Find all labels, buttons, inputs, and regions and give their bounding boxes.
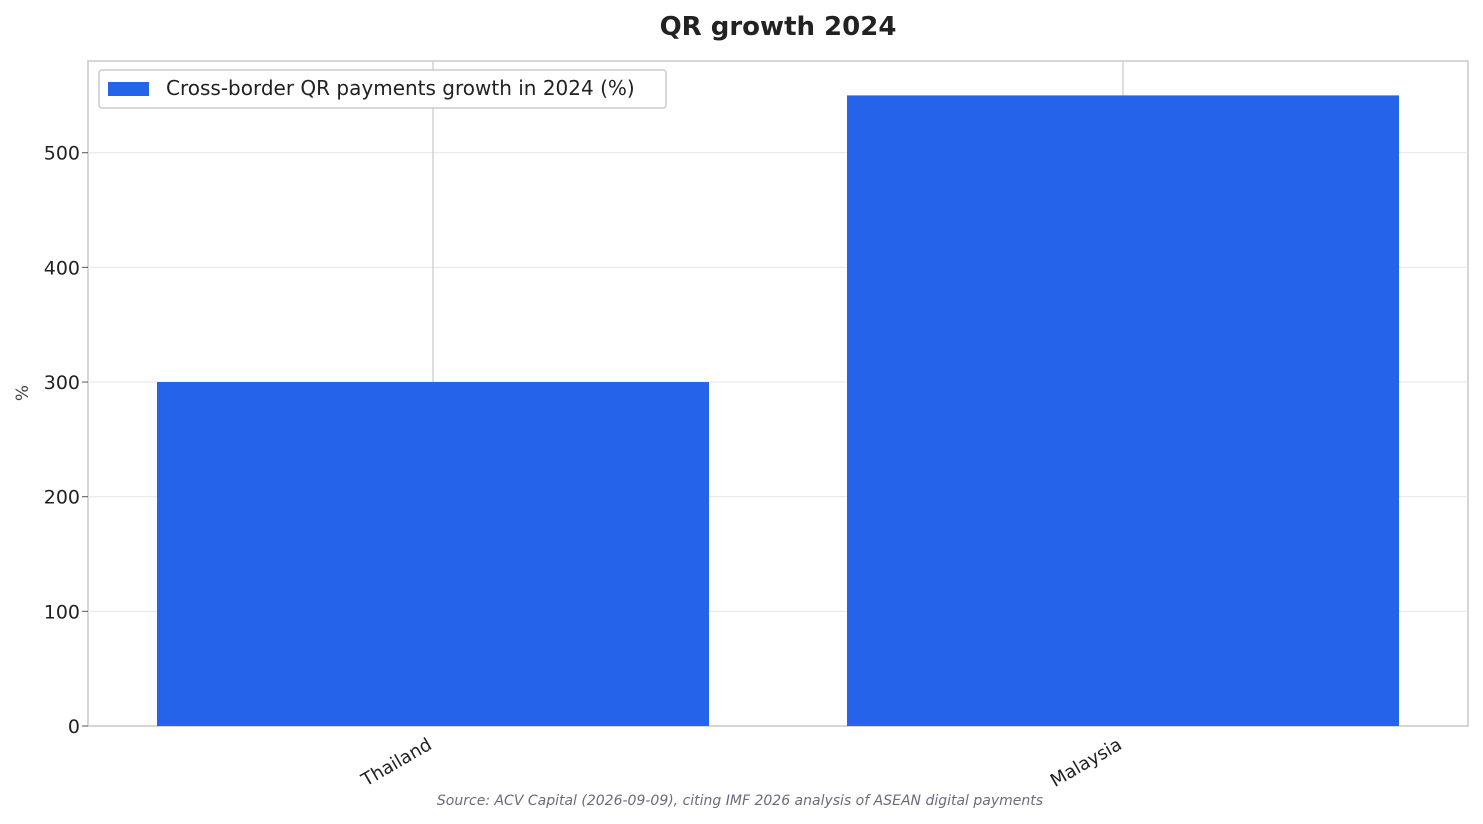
y-tick-label: 500: [44, 143, 80, 165]
y-tick-label: 200: [44, 487, 80, 509]
chart-title: QR growth 2024: [660, 12, 897, 42]
y-tick-label: 0: [68, 716, 80, 738]
source-note: Source: ACV Capital (2026-09-09), citing…: [437, 793, 1043, 809]
legend-box: [98, 69, 667, 109]
y-axis-ticks: 0 100 200 300 400 500: [44, 143, 88, 738]
legend-swatch: [108, 82, 149, 96]
x-tick-label: Thailand: [357, 734, 435, 791]
y-tick-label: 400: [44, 257, 80, 279]
bar-thailand: [157, 382, 709, 726]
legend: Cross-border QR payments growth in 2024 …: [98, 69, 667, 109]
legend-label: Cross-border QR payments growth in 2024 …: [166, 76, 635, 100]
x-tick-label: Malaysia: [1047, 734, 1126, 792]
bars: [157, 95, 1399, 727]
y-axis-label: %: [13, 385, 33, 401]
y-tick-label: 100: [44, 601, 80, 623]
y-tick-label: 300: [44, 372, 80, 394]
bar-malaysia: [847, 95, 1399, 727]
x-axis-ticks: Thailand Malaysia: [357, 734, 1125, 792]
